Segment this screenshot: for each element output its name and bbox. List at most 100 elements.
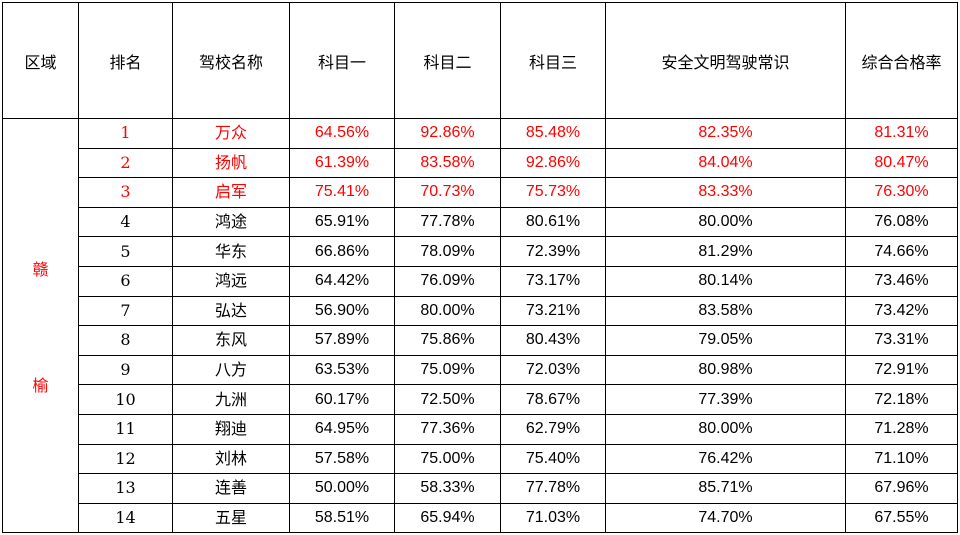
subject-2-cell: 75.09% <box>394 354 501 386</box>
table-row: 7 弘达 56.90% 80.00% 73.21% 83.58% 73.42% <box>3 295 958 327</box>
subject-2-cell: 70.73% <box>394 177 501 208</box>
subject-3-cell: 73.17% <box>500 265 606 297</box>
overall-pass-rate-cell: 81.31% <box>845 118 958 149</box>
rank-cell: 6 <box>78 265 173 297</box>
safety-knowledge-cell: 80.14% <box>605 265 846 297</box>
region-char: 榆 <box>32 376 49 395</box>
subject-1-cell: 57.89% <box>289 325 395 356</box>
subject-2-cell: 80.00% <box>394 295 501 327</box>
rank-cell: 5 <box>78 236 173 267</box>
subject-1-cell: 58.51% <box>289 502 395 534</box>
rank-cell: 1 <box>78 118 173 149</box>
subject-1-cell: 64.56% <box>289 118 395 149</box>
safety-knowledge-cell: 82.35% <box>605 118 846 149</box>
safety-knowledge-cell: 80.00% <box>605 206 846 238</box>
rank-cell: 10 <box>78 384 173 415</box>
region-cell: 赣榆 <box>2 117 79 534</box>
subject-3-cell: 75.40% <box>500 443 606 475</box>
subject-2-cell: 78.09% <box>394 236 501 267</box>
subject-1-cell: 75.41% <box>289 177 395 208</box>
subject-1-cell: 66.86% <box>289 236 395 267</box>
subject-3-cell: 85.48% <box>500 118 606 149</box>
rank-cell: 4 <box>78 206 173 238</box>
rank-cell: 14 <box>78 502 173 534</box>
subject-3-cell: 78.67% <box>500 384 606 415</box>
rank-cell: 9 <box>78 354 173 386</box>
overall-pass-rate-cell: 76.30% <box>845 177 958 208</box>
school-name-cell: 鸿途 <box>172 206 290 238</box>
table-row: 10 九洲 60.17% 72.50% 78.67% 77.39% 72.18% <box>3 384 958 415</box>
safety-knowledge-cell: 80.00% <box>605 413 846 445</box>
table-row: 11 翔迪 64.95% 77.36% 62.79% 80.00% 71.28% <box>3 413 958 445</box>
subject-2-cell: 75.86% <box>394 325 501 356</box>
table-row: 2 扬帆 61.39% 83.58% 92.86% 84.04% 80.47% <box>3 147 958 179</box>
subject-3-cell: 72.03% <box>500 354 606 386</box>
safety-knowledge-cell: 76.42% <box>605 443 846 475</box>
subject-2-cell: 75.00% <box>394 443 501 475</box>
safety-knowledge-cell: 80.98% <box>605 354 846 386</box>
safety-knowledge-cell: 77.39% <box>605 384 846 415</box>
header-region: 区域 <box>2 2 79 119</box>
table-row: 9 八方 63.53% 75.09% 72.03% 80.98% 72.91% <box>3 354 958 386</box>
header-subject-2: 科目二 <box>394 2 501 119</box>
rank-cell: 13 <box>78 473 173 504</box>
table-row: 3 启军 75.41% 70.73% 75.73% 83.33% 76.30% <box>3 177 958 208</box>
subject-3-cell: 73.21% <box>500 295 606 327</box>
header-subject-3: 科目三 <box>500 2 606 119</box>
header-school-name: 驾校名称 <box>172 2 290 119</box>
subject-2-cell: 65.94% <box>394 502 501 534</box>
school-name-cell: 华东 <box>172 236 290 267</box>
school-name-cell: 刘林 <box>172 443 290 475</box>
subject-3-cell: 75.73% <box>500 177 606 208</box>
table-row: 6 鸿远 64.42% 76.09% 73.17% 80.14% 73.46% <box>3 265 958 297</box>
overall-pass-rate-cell: 72.18% <box>845 384 958 415</box>
overall-pass-rate-cell: 74.66% <box>845 236 958 267</box>
safety-knowledge-cell: 81.29% <box>605 236 846 267</box>
subject-2-cell: 76.09% <box>394 265 501 297</box>
subject-1-cell: 60.17% <box>289 384 395 415</box>
overall-pass-rate-cell: 73.42% <box>845 295 958 327</box>
table-body: 赣榆 1 万众 64.56% 92.86% 85.48% 82.35% 81.31% 2 扬帆 61… <box>2 117 958 534</box>
subject-3-cell: 77.78% <box>500 473 606 504</box>
overall-pass-rate-cell: 80.47% <box>845 147 958 179</box>
subject-3-cell: 62.79% <box>500 413 606 445</box>
subject-1-cell: 63.53% <box>289 354 395 386</box>
subject-2-cell: 83.58% <box>394 147 501 179</box>
table-row: 4 鸿途 65.91% 77.78% 80.61% 80.00% 76.08% <box>3 206 958 238</box>
header-subject-1: 科目一 <box>289 2 395 119</box>
overall-pass-rate-cell: 72.91% <box>845 354 958 386</box>
school-name-cell: 启军 <box>172 177 290 208</box>
school-name-cell: 五星 <box>172 502 290 534</box>
rank-cell: 2 <box>78 147 173 179</box>
school-name-cell: 八方 <box>172 354 290 386</box>
subject-3-cell: 71.03% <box>500 502 606 534</box>
table-row: 14 五星 58.51% 65.94% 71.03% 74.70% 67.55% <box>3 502 958 534</box>
subject-3-cell: 92.86% <box>500 147 606 179</box>
subject-1-cell: 64.42% <box>289 265 395 297</box>
subject-1-cell: 50.00% <box>289 473 395 504</box>
region-char: 赣 <box>32 260 49 279</box>
overall-pass-rate-cell: 73.46% <box>845 265 958 297</box>
school-name-cell: 连善 <box>172 473 290 504</box>
table-row: 12 刘林 57.58% 75.00% 75.40% 76.42% 71.10% <box>3 443 958 475</box>
safety-knowledge-cell: 85.71% <box>605 473 846 504</box>
rank-cell: 7 <box>78 295 173 327</box>
school-name-cell: 弘达 <box>172 295 290 327</box>
subject-2-cell: 92.86% <box>394 118 501 149</box>
subject-1-cell: 65.91% <box>289 206 395 238</box>
school-name-cell: 万众 <box>172 118 290 149</box>
table-row: 赣榆 1 万众 64.56% 92.86% 85.48% 82.35% 81.31% <box>2 117 958 534</box>
rank-cell: 12 <box>78 443 173 475</box>
subject-3-cell: 80.43% <box>500 325 606 356</box>
overall-pass-rate-cell: 67.55% <box>845 502 958 534</box>
overall-pass-rate-cell: 71.10% <box>845 443 958 475</box>
subject-2-cell: 72.50% <box>394 384 501 415</box>
subject-2-cell: 58.33% <box>394 473 501 504</box>
safety-knowledge-cell: 79.05% <box>605 325 846 356</box>
overall-pass-rate-cell: 71.28% <box>845 413 958 445</box>
subject-1-cell: 56.90% <box>289 295 395 327</box>
rank-cell: 11 <box>78 413 173 445</box>
subject-2-cell: 77.78% <box>394 206 501 238</box>
table-row: 13 连善 50.00% 58.33% 77.78% 85.71% 67.96% <box>3 473 958 504</box>
